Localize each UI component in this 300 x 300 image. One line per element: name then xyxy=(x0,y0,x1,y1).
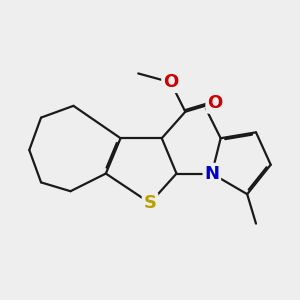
Text: O: O xyxy=(207,94,222,112)
Text: S: S xyxy=(143,194,157,212)
Text: N: N xyxy=(204,165,219,183)
Text: O: O xyxy=(163,73,178,91)
